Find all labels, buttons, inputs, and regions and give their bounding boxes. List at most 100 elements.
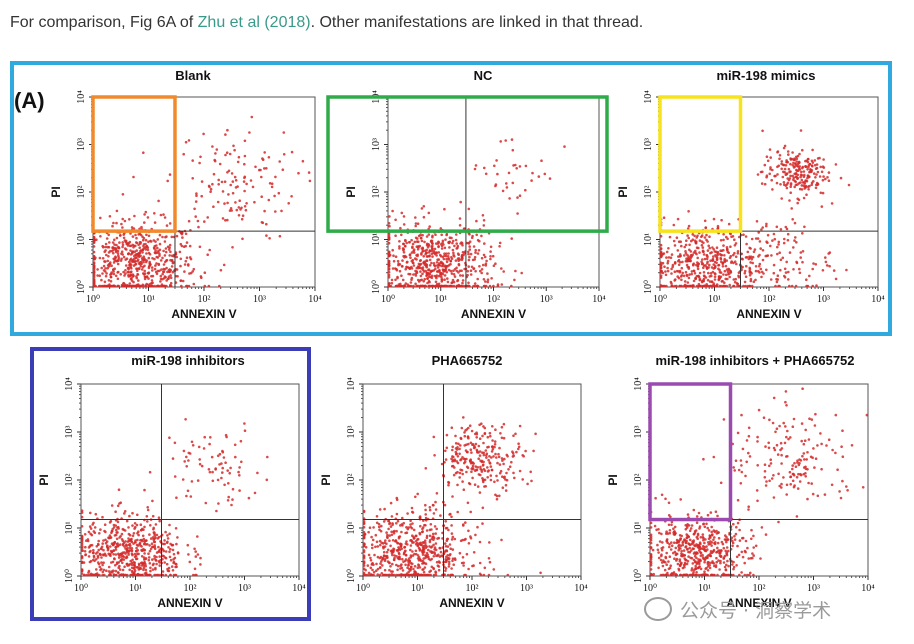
data-point: [771, 168, 774, 172]
data-point: [410, 251, 414, 254]
data-point: [110, 561, 113, 564]
data-point: [697, 566, 701, 569]
data-point: [437, 568, 441, 572]
data-point: [479, 473, 482, 477]
data-point: [400, 530, 403, 534]
data-point: [665, 250, 669, 254]
data-point: [456, 246, 459, 250]
data-point: [153, 534, 156, 537]
data-point: [118, 568, 122, 571]
data-point: [367, 553, 371, 557]
data-point: [87, 555, 91, 558]
data-point: [149, 547, 153, 551]
data-point: [428, 264, 432, 267]
data-point: [445, 270, 449, 274]
data-point: [684, 243, 688, 247]
data-point: [414, 549, 418, 553]
data-point: [211, 182, 214, 186]
data-point: [107, 570, 111, 573]
data-point: [760, 270, 764, 274]
data-point: [760, 526, 764, 529]
x-tick-label: 10⁴: [292, 583, 306, 594]
data-point: [432, 512, 436, 515]
data-point: [426, 281, 429, 285]
data-point: [704, 226, 707, 230]
data-point: [235, 208, 239, 212]
data-point: [134, 557, 138, 561]
data-point: [308, 179, 312, 183]
data-point: [430, 261, 433, 265]
data-point: [221, 471, 224, 474]
data-point: [92, 521, 95, 525]
data-point: [540, 159, 543, 162]
data-point: [787, 270, 790, 274]
data-point: [707, 271, 710, 275]
data-point: [94, 573, 97, 577]
data-point: [136, 267, 139, 271]
data-point: [125, 241, 128, 245]
data-point: [362, 567, 366, 571]
data-point: [136, 284, 140, 288]
citation-link[interactable]: Zhu et al (2018): [197, 14, 311, 31]
data-point: [806, 160, 810, 164]
data-point: [751, 261, 754, 265]
data-point: [447, 480, 450, 484]
data-point: [795, 475, 799, 479]
data-point: [816, 444, 819, 447]
data-point: [768, 148, 772, 151]
data-point: [667, 247, 670, 250]
inhibitors-highlight-frame: [30, 347, 311, 621]
data-point: [710, 251, 713, 254]
data-point: [480, 271, 484, 275]
data-point: [237, 470, 240, 474]
data-point: [696, 265, 700, 268]
data-point: [526, 482, 529, 486]
data-point: [411, 242, 415, 246]
data-point: [224, 219, 227, 222]
data-point: [793, 461, 796, 465]
data-point: [454, 238, 458, 242]
data-point: [436, 266, 440, 269]
data-point: [818, 175, 822, 178]
data-point: [89, 511, 92, 515]
data-point: [193, 567, 197, 571]
data-point: [107, 536, 110, 539]
data-point: [495, 494, 499, 498]
data-point: [692, 269, 696, 273]
data-point: [141, 251, 144, 254]
data-point: [685, 562, 689, 566]
data-point: [769, 278, 773, 281]
data-point: [105, 272, 108, 275]
data-point: [712, 282, 716, 285]
data-point: [202, 132, 205, 136]
data-point: [669, 548, 673, 551]
data-point: [434, 500, 437, 504]
data-point: [87, 573, 91, 577]
data-point: [145, 233, 148, 237]
data-point: [195, 194, 198, 197]
data-point: [245, 202, 248, 205]
data-point: [160, 268, 163, 271]
data-point: [419, 274, 423, 278]
data-point: [80, 556, 84, 560]
highlight-box-yellow: [658, 95, 743, 233]
data-point: [745, 460, 748, 464]
data-point: [176, 536, 179, 539]
data-point: [769, 166, 772, 169]
data-point: [96, 274, 99, 277]
data-point: [719, 481, 723, 485]
data-point: [708, 263, 711, 267]
data-point: [467, 529, 470, 533]
data-point: [718, 551, 722, 555]
data-point: [687, 542, 690, 545]
data-point: [715, 529, 718, 533]
data-point: [157, 262, 160, 266]
data-point: [691, 573, 694, 577]
data-point: [132, 175, 135, 179]
data-point: [470, 467, 474, 471]
data-point: [99, 216, 102, 220]
data-point: [695, 246, 699, 249]
data-point: [387, 519, 390, 523]
data-point: [480, 234, 483, 238]
